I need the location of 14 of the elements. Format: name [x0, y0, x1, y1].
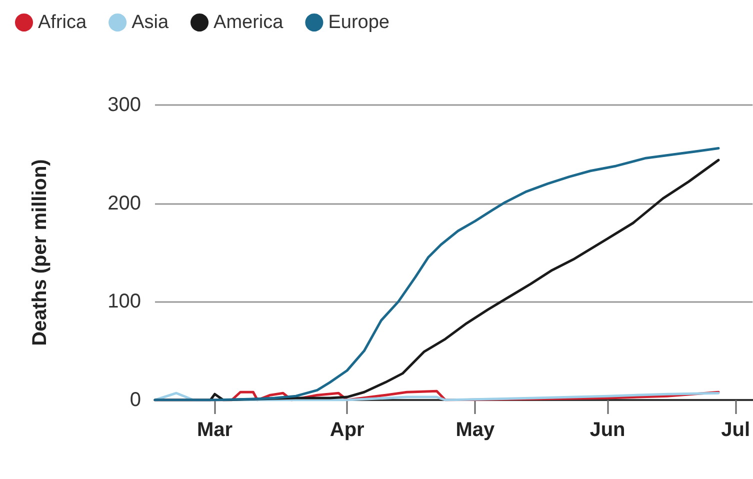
x-tick-label: Mar — [196, 419, 233, 441]
legend-label: Asia — [132, 12, 169, 33]
y-tick-label: 300 — [108, 94, 141, 116]
y-tick-label: 0 — [130, 389, 141, 411]
y-tick-label: 100 — [108, 290, 141, 313]
legend-label: America — [214, 12, 284, 33]
y-tick-label: 200 — [108, 192, 141, 214]
legend-label: Africa — [38, 12, 87, 33]
x-tick-label: Apr — [330, 419, 365, 441]
y-axis-title: Deaths (per million) — [29, 159, 51, 346]
legend-label: Europe — [328, 12, 390, 33]
x-tick-label: May — [456, 419, 496, 441]
x-tick-label: Jun — [590, 419, 626, 441]
x-tick-label: Jul — [721, 419, 750, 441]
